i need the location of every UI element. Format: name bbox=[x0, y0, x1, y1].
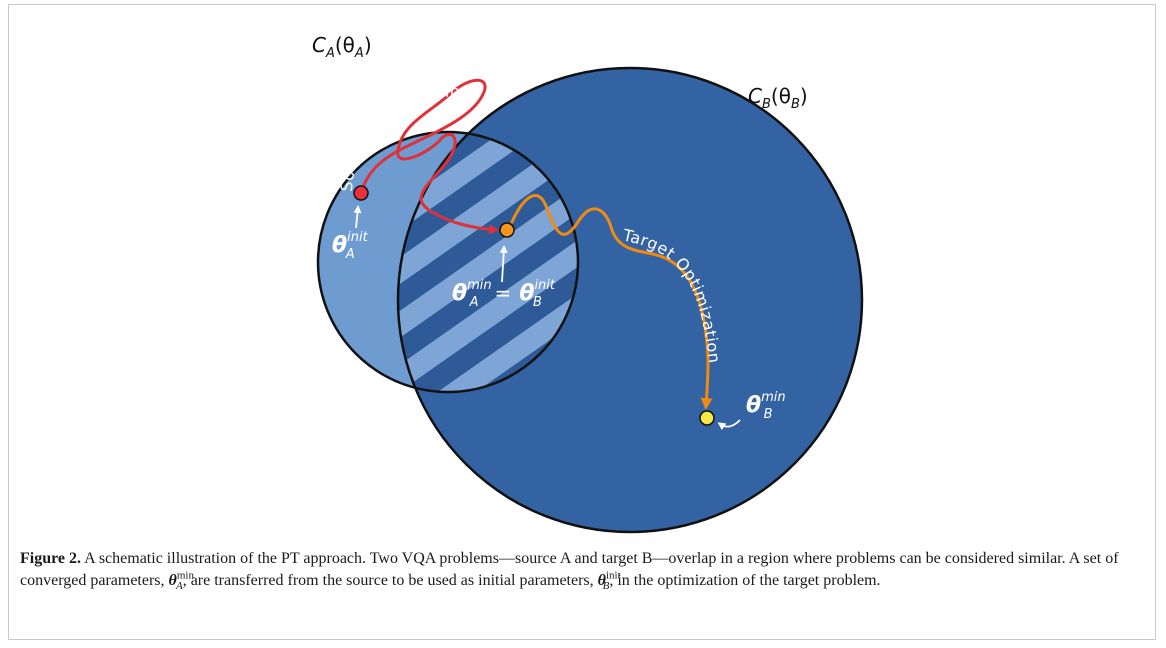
target-min-point bbox=[699, 410, 715, 426]
figure-caption: Figure 2. A schematic illustration of th… bbox=[20, 548, 1140, 592]
theta-a-init-label: θinit A bbox=[332, 230, 369, 262]
pointer-arrow-a-init bbox=[353, 205, 362, 229]
caption-label: Figure 2. bbox=[20, 550, 82, 567]
transfer-point bbox=[499, 222, 515, 238]
pointer-arrow-b-min bbox=[717, 419, 741, 431]
caption-text-3: , in the optimization of the target prob… bbox=[609, 572, 881, 589]
pt-approach-diagram: Source Optimization Target Optimization … bbox=[312, 33, 864, 534]
caption-math-theta-a-min: θminA bbox=[168, 569, 194, 593]
caption-text-2: , are transferred from the source to be … bbox=[182, 572, 598, 589]
target-optimization-path bbox=[510, 194, 713, 410]
theta-b-min-label: θmin B bbox=[746, 390, 786, 422]
target-circle-outline bbox=[396, 66, 864, 534]
caption-math-theta-b-init: θinitB bbox=[597, 569, 621, 593]
source-optimization-path bbox=[360, 78, 499, 235]
pointer-arrow-transfer bbox=[499, 245, 508, 283]
source-circle-outline bbox=[316, 130, 580, 394]
circle-b-label: CB(θB) bbox=[748, 84, 808, 112]
caption-text-1: A schematic illustration of the PT appro… bbox=[20, 550, 1119, 589]
circle-a-label: CA(θA) bbox=[312, 33, 372, 61]
theta-transfer-label: θmin A = θinit B bbox=[452, 278, 556, 310]
overlap-region bbox=[398, 132, 578, 392]
source-init-point bbox=[353, 185, 369, 201]
